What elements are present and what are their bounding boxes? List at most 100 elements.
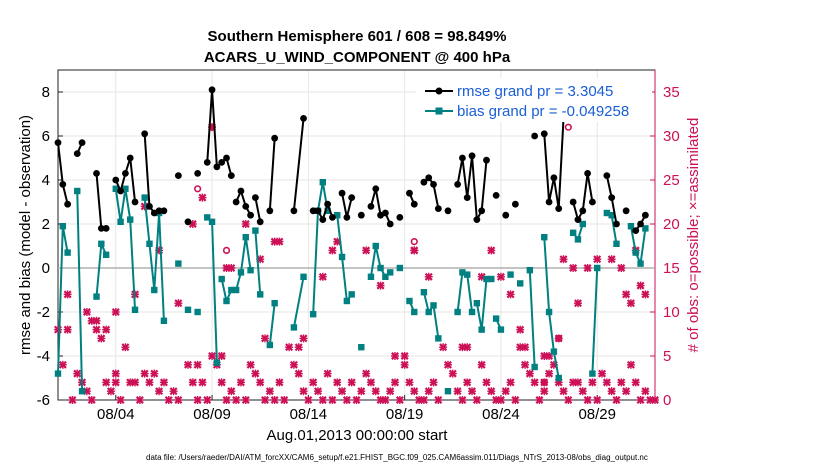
rmse-point <box>314 207 322 215</box>
bias-point <box>290 324 298 331</box>
assimilated-marker <box>622 290 631 299</box>
bias-point <box>507 271 514 278</box>
bias-point <box>252 227 259 234</box>
assimilated-marker <box>521 360 530 369</box>
rmse-point <box>632 227 640 235</box>
bias-line <box>57 226 69 374</box>
obs-count-markers <box>54 123 659 404</box>
bias-point <box>338 253 346 261</box>
assimilated-marker <box>602 378 611 387</box>
assimilated-marker <box>106 387 115 396</box>
assimilated-marker <box>309 378 318 387</box>
rmse-point <box>569 198 577 206</box>
assimilated-marker <box>261 396 270 404</box>
assimilated-marker <box>294 369 303 378</box>
assimilated-marker <box>424 272 433 281</box>
rmse-point <box>550 174 558 182</box>
assimilated-marker <box>578 387 587 396</box>
bias-point <box>608 212 615 219</box>
rmse-point <box>473 216 481 224</box>
x-tick-label: 08/14 <box>290 406 328 423</box>
assimilated-marker <box>116 396 125 404</box>
assimilated-marker <box>241 220 250 228</box>
bias-point <box>411 308 418 316</box>
assimilated-marker <box>352 396 361 404</box>
bias-point <box>218 275 225 283</box>
legend: rmse grand pr = 3.3045 bias grand pr = -… <box>416 78 652 122</box>
legend-rmse-marker <box>435 87 443 95</box>
bias-point <box>594 264 601 272</box>
assimilated-marker <box>636 281 645 290</box>
assimilated-marker <box>318 272 327 281</box>
bias-point <box>555 374 562 382</box>
assimilated-marker <box>612 396 621 404</box>
bias-point <box>98 240 105 247</box>
y-tick-label: 4 <box>42 172 50 189</box>
rmse-point <box>396 214 404 221</box>
bias-line <box>235 237 252 291</box>
assimilated-marker <box>232 396 241 404</box>
assimilated-marker <box>381 396 390 404</box>
assimilated-marker <box>280 396 289 404</box>
bias-point <box>266 341 274 349</box>
assimilated-marker <box>222 264 231 272</box>
assimilated-marker <box>193 396 202 404</box>
assimilated-marker <box>198 378 207 387</box>
assimilated-marker <box>102 378 111 387</box>
assimilated-marker <box>448 369 457 378</box>
footnote: data file: /Users/raeder/DAI/ATM_forcXX/… <box>146 453 648 462</box>
possible-marker <box>540 378 548 387</box>
bias-point <box>603 209 611 217</box>
y2-tick-label: 25 <box>663 172 680 189</box>
y2-tick-label: 5 <box>663 348 671 365</box>
rmse-point <box>117 187 124 195</box>
bias-point <box>343 297 351 305</box>
rmse-point <box>434 205 442 213</box>
rmse-point <box>468 152 476 160</box>
rmse-point <box>622 207 630 215</box>
assimilated-marker <box>626 299 635 308</box>
bias-line <box>76 190 84 392</box>
assimilated-marker <box>410 387 419 396</box>
assimilated-marker <box>434 396 443 404</box>
rmse-point <box>131 198 139 206</box>
rmse-point <box>300 115 307 122</box>
rmse-point <box>589 198 596 206</box>
rmse-point <box>218 159 226 166</box>
rmse-point <box>97 225 105 232</box>
bias-line <box>528 270 536 368</box>
assimilated-marker <box>636 396 645 404</box>
assimilated-marker <box>82 308 91 316</box>
bias-point <box>122 185 129 192</box>
bias-line <box>456 270 474 313</box>
assimilated-marker <box>145 378 154 387</box>
assimilated-marker <box>150 369 159 378</box>
assimilated-marker <box>92 316 101 325</box>
bias-point <box>406 297 413 305</box>
assimilated-marker <box>342 396 351 404</box>
bias-point <box>175 260 182 267</box>
assimilated-marker <box>535 396 544 404</box>
rmse-point <box>324 200 332 208</box>
x-tick-label: 08/09 <box>193 406 231 423</box>
assimilated-marker <box>111 369 120 378</box>
rmse-point <box>247 211 254 219</box>
assimilated-marker <box>68 396 77 404</box>
assimilated-marker <box>313 387 322 396</box>
y2-tick-label: 10 <box>663 304 680 321</box>
bias-point <box>497 326 505 333</box>
bias-point <box>483 275 490 283</box>
rmse-point <box>478 207 486 215</box>
x-axis: 08/04 08/09 08/14 08/19 08/24 08/29 <box>97 395 616 423</box>
assimilated-marker <box>285 343 294 352</box>
rmse-point <box>420 178 428 186</box>
assimilated-marker <box>294 343 303 352</box>
y2-tick-label: 15 <box>663 260 680 277</box>
assimilated-marker <box>496 396 505 404</box>
assimilated-marker <box>318 396 327 404</box>
y-tick-label: -2 <box>37 304 50 321</box>
rmse-point <box>406 189 413 197</box>
assimilated-marker <box>496 272 505 281</box>
rmse-point <box>160 207 168 215</box>
y-tick-label: 8 <box>42 84 50 101</box>
